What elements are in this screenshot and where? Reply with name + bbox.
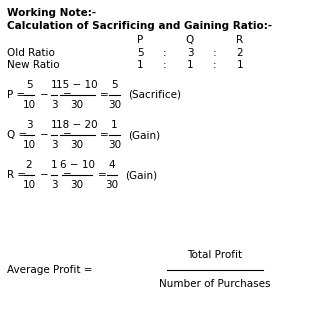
Text: −: −	[40, 170, 49, 180]
Text: 30: 30	[71, 180, 84, 190]
Text: 1: 1	[187, 60, 193, 70]
Text: Old Ratio: Old Ratio	[7, 48, 55, 58]
Text: 3: 3	[51, 180, 58, 190]
Text: =: =	[63, 170, 72, 180]
Text: (Sacrifice): (Sacrifice)	[128, 90, 181, 100]
Text: R =: R =	[7, 170, 29, 180]
Text: =: =	[98, 170, 106, 180]
Text: P: P	[137, 35, 143, 45]
Text: 2: 2	[26, 160, 32, 170]
Text: :: :	[213, 60, 217, 70]
Text: 1: 1	[237, 60, 243, 70]
Text: 30: 30	[71, 100, 84, 110]
Text: 18 − 20: 18 − 20	[56, 120, 98, 130]
Text: 10: 10	[23, 100, 36, 110]
Text: 1: 1	[51, 160, 58, 170]
Text: 5: 5	[26, 80, 32, 90]
Text: Number of Purchases: Number of Purchases	[159, 279, 271, 289]
Text: 10: 10	[23, 180, 36, 190]
Text: New Ratio: New Ratio	[7, 60, 59, 70]
Text: :: :	[163, 48, 167, 58]
Text: 1: 1	[137, 60, 143, 70]
Text: 30: 30	[108, 100, 121, 110]
Text: 6 − 10: 6 − 10	[60, 160, 95, 170]
Text: 1: 1	[51, 120, 58, 130]
Text: 30: 30	[105, 180, 119, 190]
Text: =: =	[63, 90, 72, 100]
Text: 4: 4	[109, 160, 115, 170]
Text: :: :	[163, 60, 167, 70]
Text: 5: 5	[137, 48, 143, 58]
Text: 30: 30	[71, 140, 84, 150]
Text: 2: 2	[237, 48, 243, 58]
Text: Calculation of Sacrificing and Gaining Ratio:-: Calculation of Sacrificing and Gaining R…	[7, 21, 272, 31]
Text: Working Note:-: Working Note:-	[7, 8, 96, 18]
Text: Q =: Q =	[7, 130, 30, 140]
Text: Average Profit =: Average Profit =	[7, 265, 96, 275]
Text: R: R	[236, 35, 244, 45]
Text: 3: 3	[51, 100, 58, 110]
Text: =: =	[100, 130, 109, 140]
Text: −: −	[40, 130, 49, 140]
Text: =: =	[100, 90, 109, 100]
Text: 1: 1	[51, 80, 58, 90]
Text: Q: Q	[186, 35, 194, 45]
Text: Total Profit: Total Profit	[187, 250, 243, 260]
Text: (Gain): (Gain)	[128, 130, 160, 140]
Text: 3: 3	[26, 120, 32, 130]
Text: P =: P =	[7, 90, 28, 100]
Text: −: −	[40, 90, 49, 100]
Text: 1: 1	[111, 120, 118, 130]
Text: 5: 5	[111, 80, 118, 90]
Text: (Gain): (Gain)	[126, 170, 157, 180]
Text: =: =	[63, 130, 72, 140]
Text: 15 − 10: 15 − 10	[56, 80, 98, 90]
Text: 10: 10	[23, 140, 36, 150]
Text: 30: 30	[108, 140, 121, 150]
Text: :: :	[213, 48, 217, 58]
Text: 3: 3	[51, 140, 58, 150]
Text: 3: 3	[187, 48, 193, 58]
